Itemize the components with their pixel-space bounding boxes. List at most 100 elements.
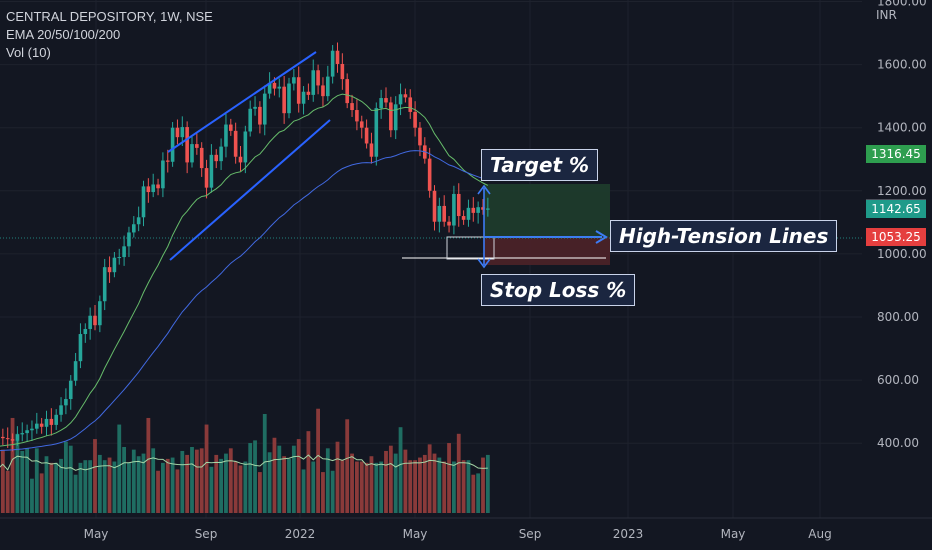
time-axis-label: May: [403, 527, 428, 541]
target-annotation: Target %: [481, 149, 599, 181]
candle-body: [161, 160, 165, 189]
volume-bar: [25, 448, 29, 513]
candle-body: [364, 127, 369, 144]
candle-body: [224, 124, 228, 147]
candle-body: [30, 428, 34, 431]
trend-drawings: [0, 51, 862, 269]
volume-bar: [34, 448, 39, 513]
volume-bar: [461, 460, 466, 513]
volume-bar: [175, 469, 180, 513]
volume-bar: [64, 441, 68, 513]
symbol-title[interactable]: CENTRAL DEPOSITORY, 1W, NSE: [6, 9, 213, 24]
candle-body: [296, 77, 301, 104]
volume-bar: [20, 450, 25, 513]
candle-body: [132, 224, 136, 233]
candle-body: [267, 82, 272, 94]
volume-bar: [44, 456, 49, 513]
volume-bar: [364, 462, 369, 513]
volume-bar: [291, 445, 296, 513]
candle-body: [418, 127, 422, 146]
volume-bar: [15, 433, 20, 513]
volume-bar: [418, 457, 422, 513]
candle-body: [461, 216, 466, 220]
volume-bar: [277, 445, 282, 513]
volume-bar: [146, 417, 151, 513]
candle-body: [127, 232, 131, 247]
ema-20-line: [0, 93, 489, 447]
volume-bar: [180, 450, 185, 513]
candle-body: [292, 77, 296, 84]
volume-bar: [350, 453, 354, 513]
time-axis-label: 2022: [285, 527, 316, 541]
candle-body: [195, 144, 199, 148]
candlesticks: [1, 42, 490, 452]
candle-body: [1, 436, 5, 439]
candle-body: [122, 246, 126, 258]
volume-bar: [199, 448, 204, 513]
target-arrowhead: [477, 184, 491, 195]
volume-bar: [117, 424, 122, 513]
high-tension-annotation: High-Tension Lines: [610, 220, 838, 252]
candle-body: [262, 93, 267, 125]
volume-bar: [408, 460, 413, 513]
candle-body: [345, 79, 349, 104]
volume-bar: [238, 465, 243, 513]
volume-bar: [10, 417, 15, 513]
candle-body: [330, 50, 335, 77]
volume-bar: [151, 448, 156, 513]
time-axis-label: Sep: [195, 527, 218, 541]
ema-indicator-label[interactable]: EMA 20/50/100/200: [6, 27, 121, 42]
price-axis-label: 800.00: [877, 310, 919, 324]
candle-body: [311, 70, 316, 95]
candle-body: [151, 184, 155, 193]
candle-body: [136, 217, 141, 225]
candle-body: [44, 418, 49, 427]
ema-50-line: [0, 150, 488, 452]
currency-label: INR: [876, 8, 897, 22]
candle-body: [209, 154, 214, 188]
candle-body: [481, 207, 485, 210]
volume-bar: [214, 454, 219, 513]
volume-bar: [413, 460, 417, 513]
volume-bar: [224, 453, 228, 513]
volume-bar: [481, 457, 485, 513]
volume-bar: [170, 457, 175, 513]
candle-body: [355, 110, 359, 122]
candle-body: [204, 168, 209, 188]
candle-body: [83, 328, 88, 335]
time-axis-label: May: [721, 527, 746, 541]
volume-bars: [0, 408, 490, 513]
volume-bar: [194, 449, 199, 513]
volume-bar: [422, 454, 427, 513]
volume-bar: [165, 458, 170, 513]
candle-body: [175, 127, 180, 138]
volume-bar: [68, 445, 73, 513]
volume-ma-line: [0, 454, 488, 471]
candle-body: [243, 131, 248, 163]
volume-bar: [161, 462, 165, 513]
candle-body: [5, 438, 10, 440]
time-axis[interactable]: May Sep 2022 May Sep 2023 May Aug: [84, 527, 832, 541]
candle-body: [117, 257, 122, 259]
stop-loss-zone: [484, 237, 610, 265]
volume-bar: [301, 469, 306, 513]
volume-bar: [355, 461, 359, 513]
candle-body: [374, 108, 379, 157]
chart-legend: CENTRAL DEPOSITORY, 1W, NSE EMA 20/50/10…: [6, 8, 213, 62]
volume-bar: [287, 458, 291, 513]
candle-body: [384, 98, 388, 103]
volume-bar: [452, 461, 456, 513]
consolidation-box: [446, 236, 495, 260]
volume-indicator-label[interactable]: Vol (10): [6, 45, 51, 60]
candle-body: [78, 334, 83, 362]
volume-bar: [369, 456, 374, 513]
candle-body: [301, 91, 306, 104]
volume-bar: [311, 461, 316, 513]
volume-bar: [388, 445, 393, 513]
candle-body: [15, 434, 20, 441]
volume-bar: [54, 462, 59, 513]
volume-bar: [345, 419, 350, 513]
price-axis[interactable]: 1800.00 1600.00 1400.00 1200.00 1000.00 800.0…: [877, 0, 927, 450]
volume-bar: [219, 458, 223, 513]
